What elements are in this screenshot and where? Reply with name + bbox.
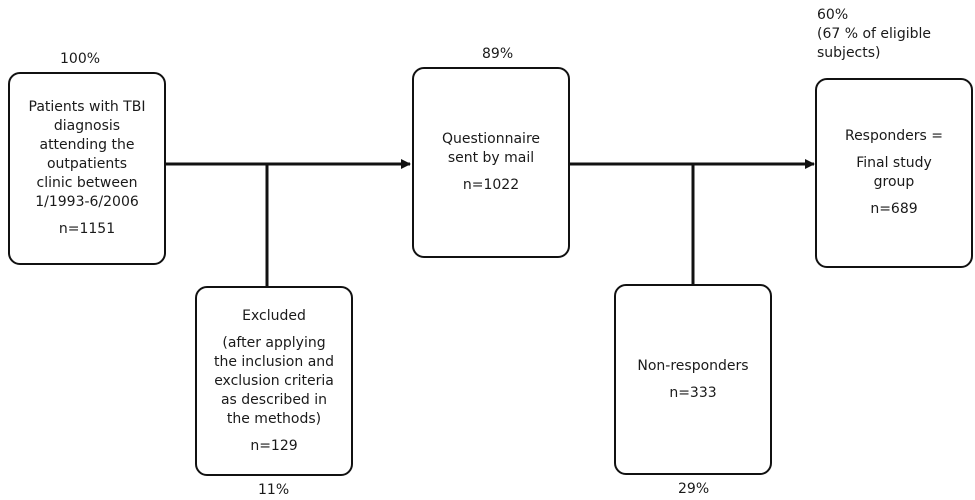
excluded-line-2: the inclusion and [213, 353, 335, 370]
patients-line-3: attending the [39, 137, 135, 153]
questionnaire-percent: 89% [482, 46, 514, 62]
excluded-box: Excluded (after applying the inclusion a… [195, 286, 353, 476]
questionnaire-box: Questionnaire sent by mail n=1022 [412, 67, 570, 258]
responders-line-3: group [873, 174, 915, 190]
patients-percent: 100% [60, 51, 101, 67]
responders-line-2: Final study [856, 155, 932, 171]
responders-percent-line-3: subjects) [817, 45, 881, 61]
excluded-line-3: exclusion criteria [214, 372, 334, 389]
patients-line-6: 1/1993-6/2006 [35, 194, 139, 210]
excluded-line-4: as described in [220, 391, 328, 408]
nonresponders-box: Non-responders n=333 [614, 284, 772, 475]
patients-box: Patients with TBI diagnosis attending th… [8, 72, 166, 265]
responders-percent-line-1: 60% [817, 7, 849, 23]
responders-n: n=689 [870, 201, 918, 217]
responders-percent: 60% (67 % of eligible subjects) [817, 6, 931, 63]
patients-line-5: clinic between [36, 175, 138, 191]
excluded-line-5: the methods) [226, 410, 322, 427]
excluded-title: Excluded [242, 307, 306, 324]
excluded-percent: 11% [258, 482, 290, 498]
nonresponders-title: Non-responders [637, 357, 749, 374]
patients-line-4: outpatients [46, 156, 128, 172]
patients-n: n=1151 [58, 221, 116, 237]
patients-line-1: Patients with TBI [28, 99, 146, 115]
responders-line-1: Responders = [844, 128, 944, 144]
excluded-n: n=129 [250, 437, 298, 454]
questionnaire-n: n=1022 [462, 177, 520, 193]
nonresponders-percent: 29% [678, 481, 710, 497]
questionnaire-line-2: sent by mail [447, 150, 535, 166]
nonresponders-n: n=333 [669, 384, 717, 401]
excluded-line-1: (after applying [222, 334, 326, 351]
patients-line-2: diagnosis [53, 118, 121, 134]
responders-box: Responders = Final study group n=689 [815, 78, 973, 268]
questionnaire-line-1: Questionnaire [441, 131, 541, 147]
responders-percent-line-2: (67 % of eligible [817, 26, 931, 42]
